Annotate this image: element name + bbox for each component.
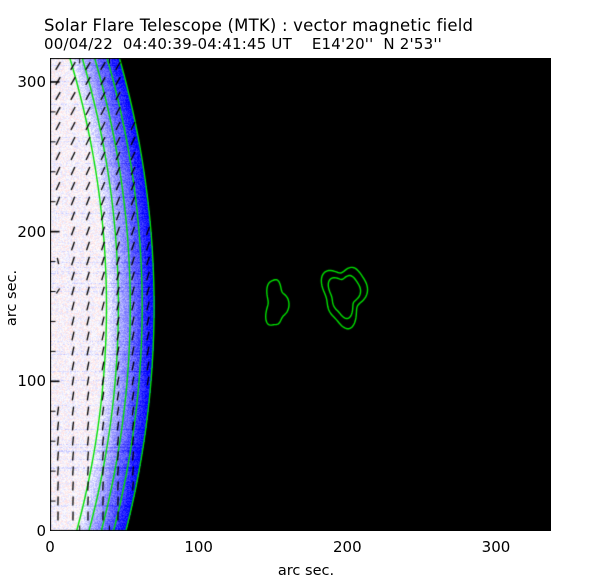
y-axis-title: arc sec. — [4, 269, 20, 327]
y-tick-label: 100 — [17, 372, 46, 391]
figure-title-line2: 00/04/22 04:40:39-04:41:45 UT E14'20'' N… — [44, 35, 442, 53]
y-tick-label: 200 — [17, 222, 46, 241]
x-tick-label: 300 — [481, 538, 511, 556]
magnetogram-plot — [50, 58, 551, 531]
x-tick-label: 200 — [333, 538, 362, 556]
x-tick-label: 0 — [45, 538, 55, 556]
y-tick-label: 300 — [17, 72, 46, 91]
x-tick-label: 100 — [184, 538, 213, 556]
y-tick-label: 0 — [36, 522, 46, 540]
figure-title-line1: Solar Flare Telescope (MTK) : vector mag… — [44, 16, 474, 35]
x-axis-title: arc sec. — [277, 563, 335, 579]
